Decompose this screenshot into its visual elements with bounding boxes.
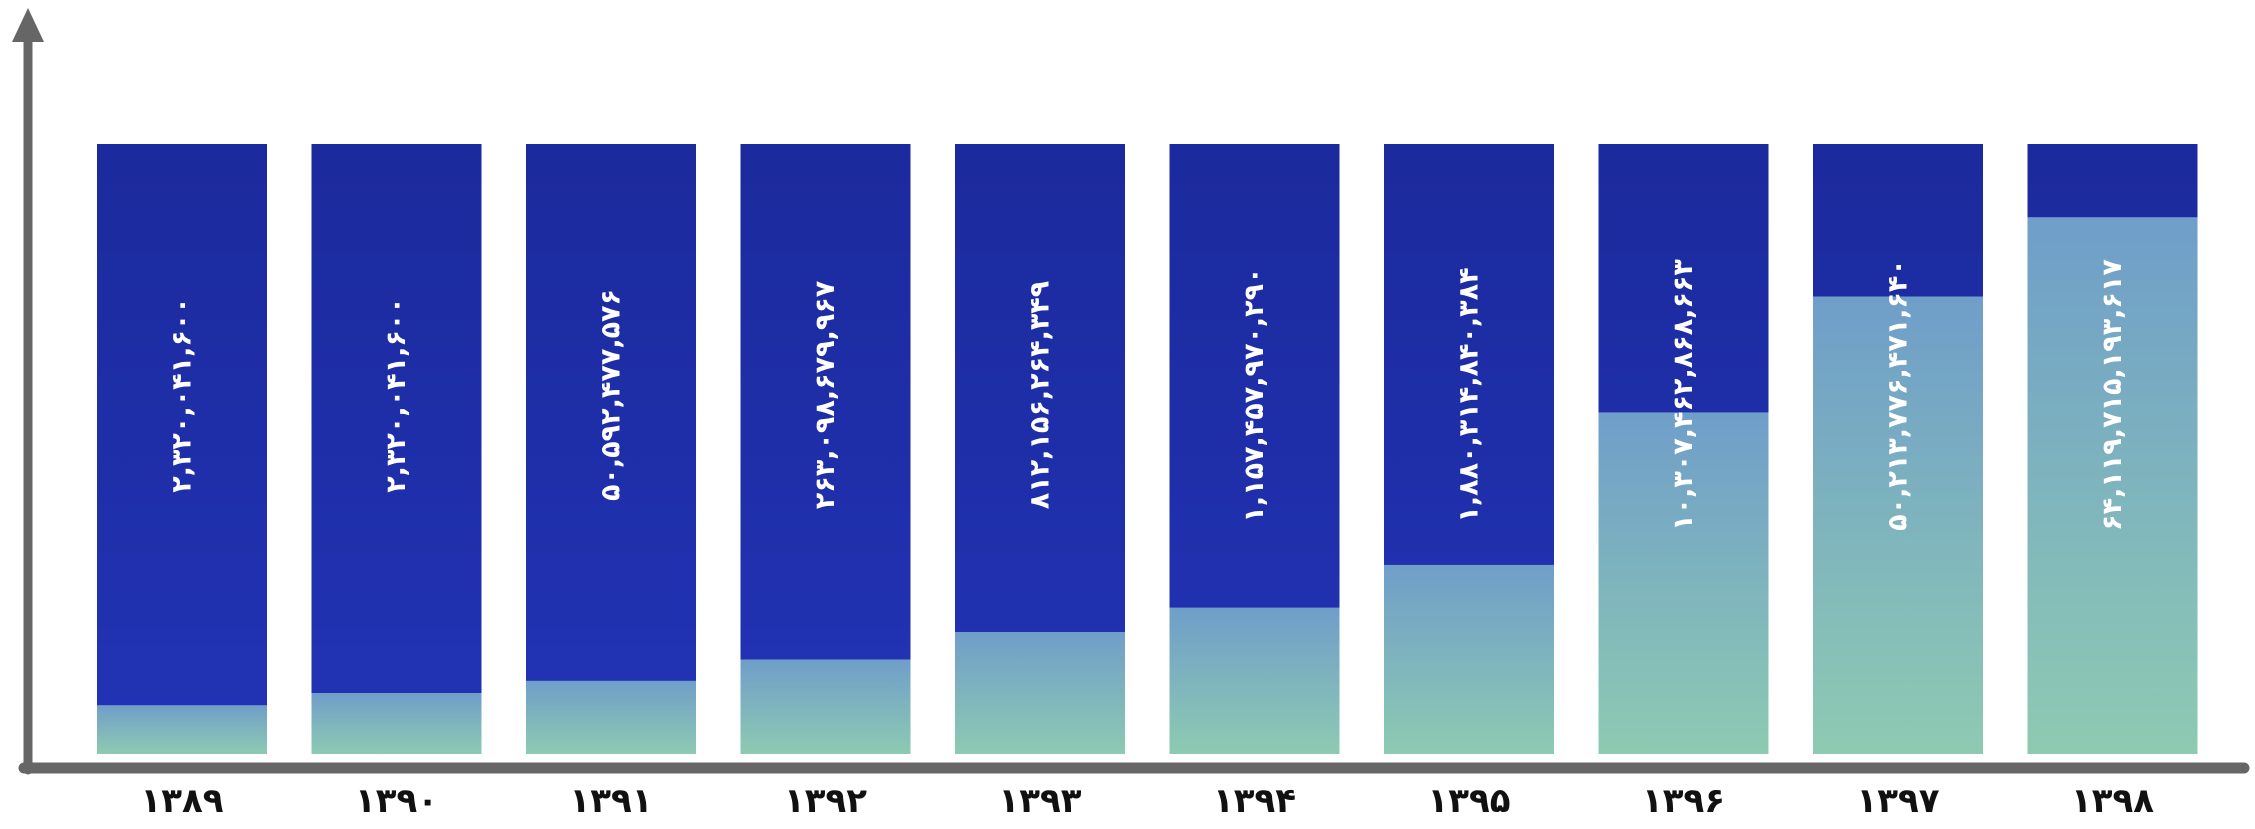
- data-label-5: ۸۱۲,۱۵۶,۲۶۴,۳۴۹: [1025, 281, 1056, 510]
- bar-fill-6: [1169, 607, 1340, 754]
- bar-4: [740, 144, 911, 754]
- x-tick-label-6: ۱۳۹۴: [1213, 781, 1296, 821]
- bar-fill-4: [740, 659, 911, 754]
- data-label-9: ۵۰,۲۱۳,۷۷۶,۴۷۱,۶۴۰: [1883, 259, 1914, 531]
- x-tick-label-7: ۱۳۹۵: [1427, 781, 1510, 821]
- bar-fill-1: [97, 705, 267, 754]
- bar-fill-3: [526, 680, 696, 754]
- data-label-1: ۲,۳۲۰,۰۴۱,۶۰۰: [167, 297, 198, 493]
- data-label-7: ۱,۸۸۰,۳۱۴,۸۴۰,۳۸۴: [1454, 267, 1485, 522]
- bar-fill-5: [955, 632, 1125, 754]
- data-label-8: ۱۰,۳۰۷,۴۶۲,۸۶۸,۶۶۳: [1668, 259, 1699, 531]
- x-tick-label-8: ۱۳۹۶: [1642, 781, 1725, 821]
- data-label-2: ۲,۳۲۰,۰۴۱,۶۰۰: [381, 297, 412, 493]
- bar-3: [526, 144, 696, 754]
- x-tick-label-5: ۱۳۹۳: [998, 781, 1081, 821]
- x-tick-label-1: ۱۳۸۹: [140, 781, 223, 821]
- bar-fill-7: [1384, 564, 1554, 754]
- bar-2: [311, 144, 482, 754]
- bar-1: [97, 144, 267, 754]
- x-tick-label-10: ۱۳۹۸: [2071, 781, 2154, 821]
- bar-fill-10: [2027, 217, 2198, 754]
- bar-fill-2: [311, 693, 482, 754]
- data-label-4: ۲۶۳,۰۹۸,۶۷۹,۹۶۷: [810, 280, 841, 509]
- bar-fill-8: [1598, 412, 1769, 754]
- x-tick-label-4: ۱۳۹۲: [784, 781, 867, 821]
- x-tick-label-3: ۱۳۹۱: [569, 781, 652, 821]
- data-label-6: ۱,۱۵۷,۴۵۷,۹۷۰,۲۹۰: [1239, 267, 1270, 522]
- data-label-3: ۵۰,۵۹۲,۴۷۷,۵۷۶: [596, 289, 627, 501]
- data-label-10: ۶۴,۱۱۹,۷۱۵,۱۹۳,۶۱۷: [2097, 259, 2128, 531]
- x-tick-label-9: ۱۳۹۷: [1856, 781, 1939, 821]
- bar-fill-9: [1813, 296, 1983, 754]
- x-tick-label-2: ۱۳۹۰: [355, 781, 438, 821]
- y-axis-arrow-icon: [12, 8, 44, 42]
